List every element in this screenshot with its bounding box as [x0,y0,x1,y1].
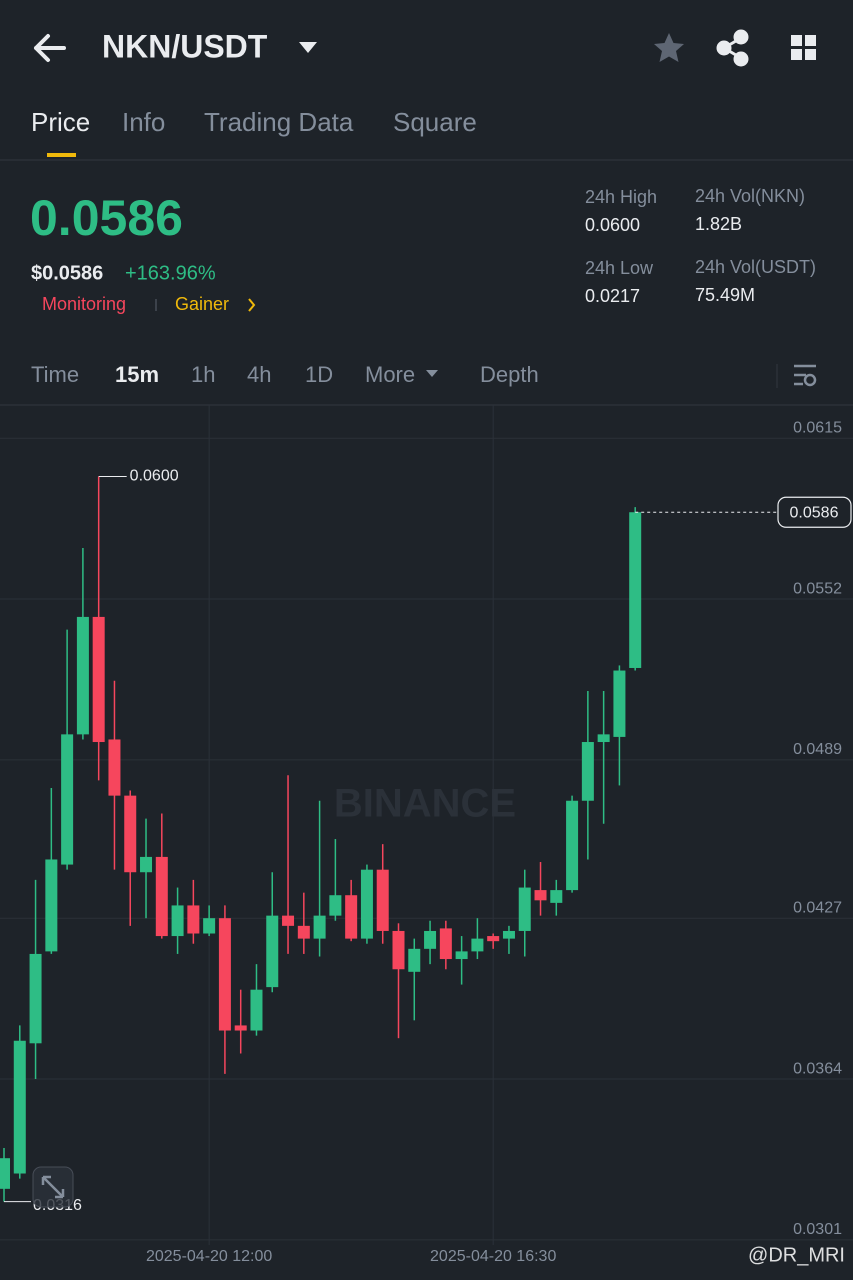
candle-body [408,948,421,972]
pair-dropdown[interactable] [299,42,317,53]
stat-label: 24h Low [585,258,654,278]
candle-body [297,925,310,939]
candle-body [187,905,200,934]
candle-body [155,856,168,937]
tab[interactable]: Info [122,107,165,137]
candle-body [203,918,216,934]
interval[interactable]: Time [31,362,79,387]
candle-body [629,512,642,668]
candle-body [218,918,231,1031]
interval[interactable]: 15m [115,362,159,387]
candle-body [518,887,531,931]
candle-body [534,890,547,901]
candle-body [282,915,295,926]
candle-body [234,1025,247,1031]
candle-body [329,895,342,916]
candle-body [13,1040,26,1174]
interval[interactable]: 1h [191,362,215,387]
price-change: +163.96% [125,262,216,284]
y-tick-label: 0.0301 [793,1221,842,1238]
candle-body [502,930,515,939]
credit: @DR_MRI [748,1244,845,1266]
candle-body [360,869,373,939]
interval[interactable]: Depth [480,362,539,387]
candle-body [124,795,137,873]
candle-body [45,859,58,952]
active-tab-indicator [47,153,76,157]
stat-label: 24h High [585,187,657,207]
candle-body [61,734,74,865]
share-icon[interactable] [716,29,749,67]
candle-body [140,856,153,873]
candle-body [455,951,468,960]
x-tick-label: 2025-04-20 16:30 [430,1248,556,1265]
candle-body [439,928,452,960]
grid [0,405,853,1245]
stat-value: 0.0217 [585,286,640,306]
stat-label: 24h Vol(NKN) [695,186,805,206]
stat-value: 1.82B [695,214,742,234]
candle-body [376,869,389,931]
stat-value: 75.49M [695,285,755,305]
candle-body [424,930,437,949]
chart-settings-icon[interactable] [794,364,817,387]
candles [0,476,642,1202]
candle-body [76,616,89,735]
tab[interactable]: Square [393,107,477,137]
y-tick-label: 0.0427 [793,899,842,916]
usd-price: $0.0586 [31,262,103,284]
candle-body [0,1158,10,1189]
candle-body [266,915,279,988]
y-tick-label: 0.0489 [793,741,842,758]
candle-body [250,989,263,1031]
candle-body [108,739,121,796]
candle-body [613,670,626,737]
candle-body [171,905,184,937]
candle-body [550,890,563,903]
candle-body [487,936,500,942]
candle-body [313,915,326,939]
pair-title[interactable]: NKN/USDT [102,28,268,64]
last-price-label: 0.0586 [790,504,839,521]
last-price-box [777,496,852,528]
stat-value: 0.0600 [585,215,640,235]
y-tick-label: 0.0615 [793,419,842,436]
tag[interactable]: Monitoring [42,294,126,314]
favorite-icon[interactable] [654,33,684,62]
candle-body [92,616,105,743]
last-price: 0.0586 [30,190,183,246]
back-button[interactable] [34,34,66,62]
candle-body [597,734,610,743]
layout-icon[interactable] [791,35,816,60]
chevron [248,298,256,312]
y-tick-label: 0.0364 [793,1060,842,1077]
candle-body [566,800,579,891]
max-label: 0.0600 [130,468,179,485]
stat-label: 24h Vol(USDT) [695,257,816,277]
y-tick-label: 0.0552 [793,580,842,597]
interval[interactable]: 1D [305,362,333,387]
expand-icon [41,1175,65,1199]
candle-body [392,930,405,970]
x-tick-label: 2025-04-20 12:00 [146,1248,272,1265]
candle-body [581,742,594,801]
interval[interactable]: 4h [247,362,271,387]
more-dropdown[interactable] [426,370,438,377]
tag[interactable]: Gainer [175,294,229,314]
interval[interactable]: More [365,362,415,387]
tab[interactable]: Price [31,107,90,137]
candle-body [471,938,484,952]
candle-body [29,953,42,1044]
watermark: BINANCE [334,782,516,826]
candle-body [345,895,358,939]
tab[interactable]: Trading Data [204,107,354,137]
